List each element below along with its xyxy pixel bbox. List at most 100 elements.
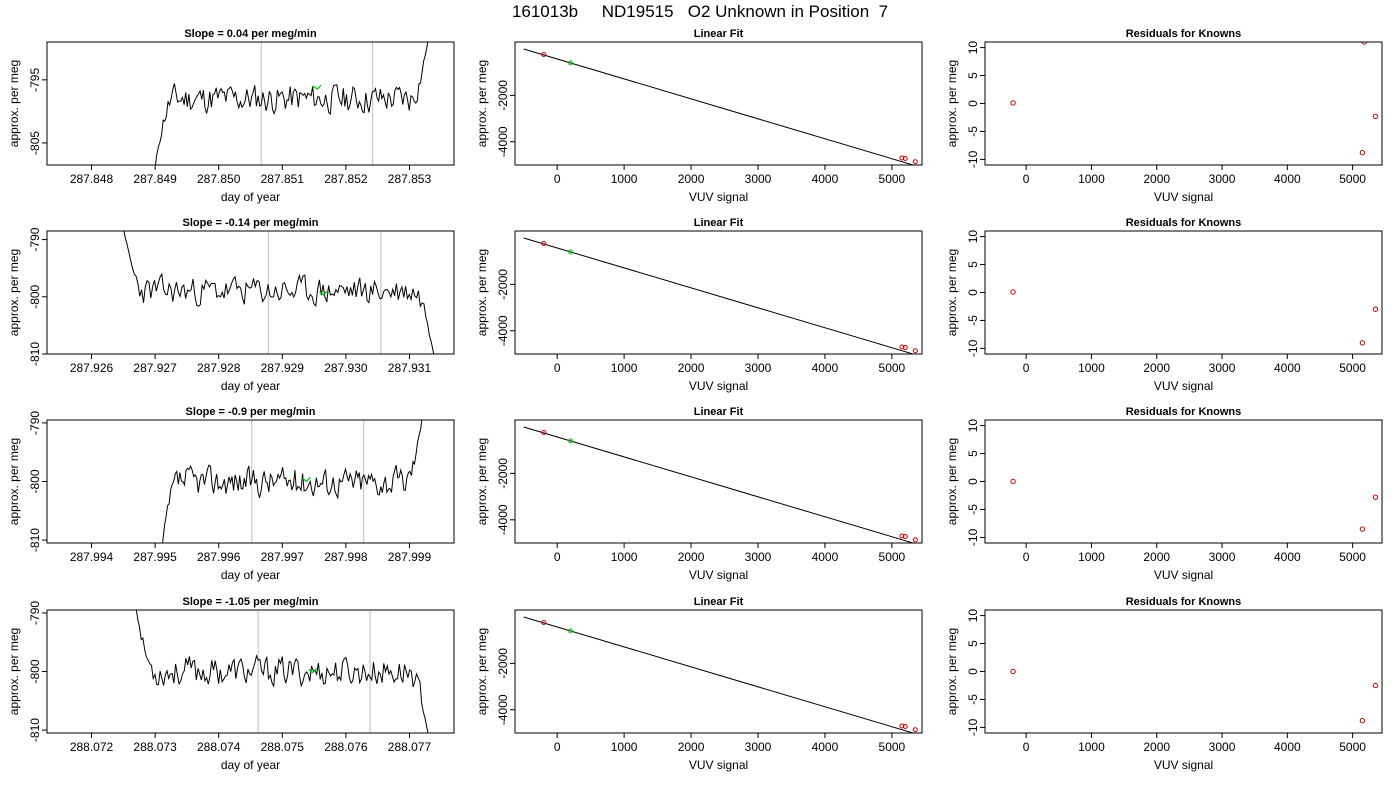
y-tick-label: -810 xyxy=(28,718,42,742)
plot-frame xyxy=(984,230,1383,355)
known-point xyxy=(902,534,908,540)
panel-7: Slope = -0.9 per meg/min 287.994 287.995 28… xyxy=(7,406,455,582)
x-axis-label: VUV signal xyxy=(1154,568,1213,582)
x-tick-label: 4000 xyxy=(812,172,839,186)
x-tick-label: 1000 xyxy=(611,172,638,186)
residual-point xyxy=(1010,100,1016,106)
y-tick-label: 0 xyxy=(966,100,980,107)
y-tick-label: 0 xyxy=(966,668,980,675)
plot-frame xyxy=(46,230,455,355)
y-tick-label: -790 xyxy=(28,411,42,435)
x-tick-label: 2000 xyxy=(1143,172,1170,186)
page-title: 161013b ND19515 O2 Unknown in Position 7 xyxy=(511,2,889,21)
x-tick-label: 2000 xyxy=(1143,740,1170,754)
x-tick-label: 287.851 xyxy=(261,172,305,186)
x-tick-label: 5000 xyxy=(879,550,906,564)
x-tick-label: 4000 xyxy=(812,361,839,375)
known-point xyxy=(899,533,905,539)
panel-title: Residuals for Knowns xyxy=(1126,217,1242,229)
y-axis-label: approx. per meg xyxy=(7,249,21,336)
plot-area xyxy=(1010,668,1379,724)
known-point xyxy=(541,620,547,626)
residual-point xyxy=(1361,42,1368,45)
panel-title: Slope = -0.14 per meg/min xyxy=(182,217,318,229)
panel-5: Linear Fit 0 1000 2000 3000 4000 5000 -4000 -200… xyxy=(475,217,923,393)
x-tick-label: 5000 xyxy=(1339,550,1366,564)
fit-line xyxy=(523,237,915,354)
x-tick-label: 287.998 xyxy=(324,550,368,564)
y-axis-label: approx. per meg xyxy=(7,60,21,147)
x-tick-label: 2000 xyxy=(1143,550,1170,564)
y-tick-label: -800 xyxy=(28,469,42,493)
data-trace xyxy=(162,420,423,543)
x-tick-label: 3000 xyxy=(745,361,772,375)
y-tick-label: 0 xyxy=(966,478,980,485)
plot-frame xyxy=(514,419,923,544)
known-point xyxy=(541,52,547,58)
x-tick-label: 2000 xyxy=(678,172,705,186)
residual-point xyxy=(1359,340,1366,346)
x-tick-label: 287.996 xyxy=(197,550,241,564)
y-axis-label: approx. per meg xyxy=(7,628,21,715)
unknown-mean-marker xyxy=(319,290,329,296)
x-tick-label: 287.849 xyxy=(133,172,177,186)
x-tick-label: 287.931 xyxy=(388,361,432,375)
y-axis-label: approx. per meg xyxy=(475,628,489,715)
y-tick-label: -2000 xyxy=(496,269,510,300)
x-tick-label: 5000 xyxy=(1339,361,1366,375)
x-tick-label: 1000 xyxy=(1078,172,1105,186)
y-tick-label: 10 xyxy=(966,41,980,55)
x-tick-label: 287.850 xyxy=(197,172,241,186)
x-tick-label: 2000 xyxy=(678,740,705,754)
y-tick-label: -2000 xyxy=(496,458,510,489)
known-point xyxy=(541,430,547,436)
x-tick-label: 0 xyxy=(554,740,561,754)
known-point xyxy=(902,724,908,730)
panel-title: Residuals for Knowns xyxy=(1126,28,1242,40)
y-tick-label: -4000 xyxy=(496,694,510,725)
x-axis-label: VUV signal xyxy=(1154,758,1213,772)
x-tick-label: 5000 xyxy=(1339,172,1366,186)
panel-title: Linear Fit xyxy=(694,406,744,418)
x-tick-label: 4000 xyxy=(1274,740,1301,754)
x-axis-label: VUV signal xyxy=(1154,379,1213,393)
panel-title: Slope = 0.04 per meg/min xyxy=(184,28,317,40)
fit-line xyxy=(523,426,915,543)
y-tick-label: 10 xyxy=(966,230,980,244)
y-tick-label: -10 xyxy=(966,528,980,546)
y-tick-label: 5 xyxy=(966,72,980,79)
known-point xyxy=(902,156,908,162)
x-tick-label: 288.074 xyxy=(197,740,241,754)
x-tick-label: 287.929 xyxy=(261,361,305,375)
panel-9: Residuals for Knowns 0 1000 2000 3000 4000 500… xyxy=(945,406,1383,582)
y-tick-label: -810 xyxy=(28,528,42,552)
x-tick-label: 1000 xyxy=(611,740,638,754)
x-tick-label: 4000 xyxy=(812,550,839,564)
x-tick-label: 288.072 xyxy=(70,740,114,754)
y-tick-label: -5 xyxy=(966,126,980,137)
x-tick-label: 287.930 xyxy=(324,361,368,375)
x-axis-label: day of year xyxy=(221,379,280,393)
panel-title: Linear Fit xyxy=(694,28,744,40)
y-tick-label: -2000 xyxy=(496,648,510,679)
panel-title: Linear Fit xyxy=(694,217,744,229)
known-point xyxy=(912,159,918,165)
panel-4: Slope = -0.14 per meg/min 287.926 287.927 2… xyxy=(7,217,455,393)
unknown-point xyxy=(568,628,574,634)
y-tick-label: 5 xyxy=(966,450,980,457)
x-tick-label: 3000 xyxy=(1209,740,1236,754)
x-tick-label: 2000 xyxy=(678,550,705,564)
x-tick-label: 287.997 xyxy=(261,550,305,564)
panel-6: Residuals for Knowns 0 1000 2000 3000 4000 500… xyxy=(945,217,1383,393)
residual-point xyxy=(1010,668,1016,675)
known-point xyxy=(912,348,918,354)
x-axis-label: VUV signal xyxy=(689,190,748,204)
plot-frame xyxy=(984,609,1383,734)
y-tick-label: -5 xyxy=(966,315,980,326)
plot-area xyxy=(523,48,918,165)
unknown-mean-marker xyxy=(308,668,318,674)
y-tick-label: -810 xyxy=(28,342,42,366)
x-tick-label: 4000 xyxy=(1274,361,1301,375)
y-tick-label: -790 xyxy=(28,601,42,625)
